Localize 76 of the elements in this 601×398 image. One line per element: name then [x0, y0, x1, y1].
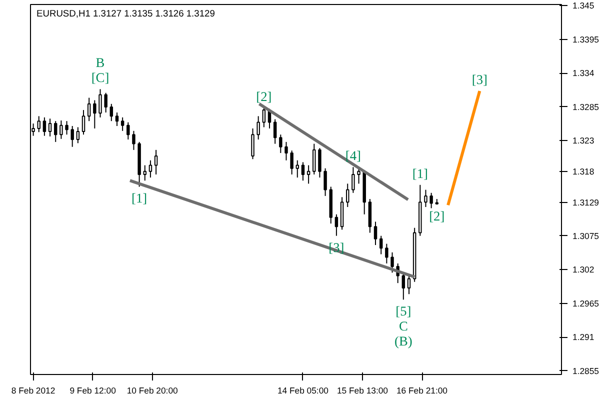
x-tick-label: 16 Feb 21:00 [396, 386, 448, 396]
candlestick [334, 214, 338, 236]
annotation: C [398, 318, 408, 334]
candlestick [402, 272, 406, 300]
candlestick [42, 116, 46, 136]
candlestick [296, 160, 300, 178]
candlestick [290, 150, 294, 175]
annotation: [2] [429, 208, 445, 224]
candlestick [60, 120, 63, 140]
candlestick [407, 274, 411, 295]
annotation: [5] [396, 304, 412, 319]
x-tick-label: 10 Feb 20:00 [126, 386, 178, 396]
y-tick-label: 1.3395 [572, 34, 600, 44]
x-tick-label: 15 Feb 13:00 [336, 386, 388, 396]
y-tick-label: 1.3285 [572, 102, 600, 112]
annotation: [3] [472, 72, 488, 88]
candlestick [284, 141, 288, 161]
candlestick [424, 189, 428, 208]
candlestick [251, 128, 254, 160]
candlestick [262, 108, 266, 128]
candlestick [93, 100, 96, 129]
candlestick [430, 192, 433, 209]
candlestick [98, 88, 102, 118]
y-tick-label: 1.302 [572, 264, 594, 275]
y-tick-label: 1.291 [572, 332, 594, 342]
candlestick [357, 168, 360, 184]
annotation: [1] [412, 166, 428, 181]
candlestick [87, 97, 91, 122]
candlestick [37, 116, 40, 133]
candlestick [65, 120, 68, 136]
candlestick [279, 134, 282, 154]
y-tick-label: 1.334 [572, 68, 594, 78]
candlestick [346, 183, 350, 208]
annotation: [4] [345, 148, 361, 164]
candlestick [390, 252, 394, 274]
candlestick [273, 118, 277, 144]
annotation: [1] [132, 190, 148, 206]
candlestick [143, 164, 146, 182]
candlestick [70, 125, 74, 148]
candlestick [318, 148, 322, 178]
candlestick [374, 221, 378, 246]
candlestick [115, 112, 119, 126]
candlestick [82, 110, 86, 136]
candlestick [154, 149, 158, 175]
y-tick-label: 1.345 [572, 0, 594, 11]
candlestick [104, 92, 108, 113]
candlestick [312, 143, 316, 175]
candlestick [126, 122, 130, 140]
y-tick-label: 1.3075 [572, 230, 600, 241]
candlestick [385, 243, 388, 264]
y-tick-label: 1.323 [572, 136, 594, 146]
candlestick [324, 168, 327, 196]
candlestick [76, 126, 80, 144]
annotation: (B) [394, 334, 412, 349]
chart-title: EURUSD,H1 1.3127 1.3135 1.3126 1.3129 [36, 8, 215, 18]
candlestick [110, 103, 114, 122]
candlestick [132, 130, 136, 150]
candlestick [301, 162, 305, 182]
y-tick-label: 1.318 [572, 166, 594, 176]
annotation: [2] [256, 89, 272, 104]
candlestick [48, 118, 52, 137]
candlestick [120, 116, 124, 132]
annotation: B [96, 55, 105, 70]
y-tick-label: 1.2965 [572, 298, 600, 308]
candlestick [148, 160, 152, 178]
x-tick-label: 8 Feb 2012 [11, 386, 56, 396]
candlestick [379, 235, 383, 255]
candlestick [256, 116, 260, 140]
candlestick [352, 166, 355, 194]
candlestick [54, 120, 58, 142]
candlestick [306, 164, 310, 184]
x-tick-label: 9 Feb 12:00 [70, 386, 116, 396]
y-tick-label: 1.2855 [572, 366, 600, 376]
annotation: [C] [91, 70, 110, 86]
x-tick-label: 14 Feb 05:00 [277, 386, 329, 396]
y-tick-label: 1.3129 [572, 198, 600, 208]
